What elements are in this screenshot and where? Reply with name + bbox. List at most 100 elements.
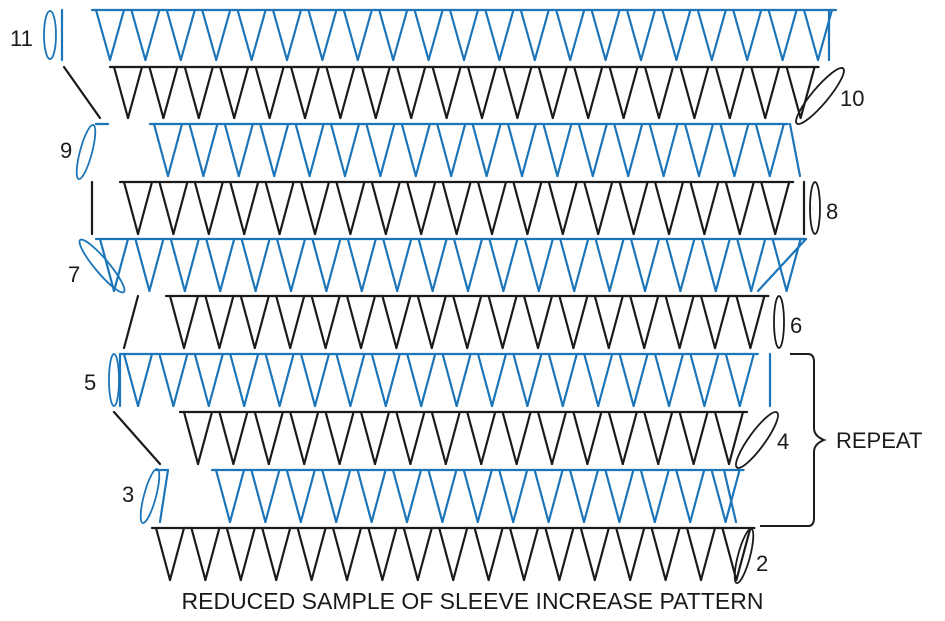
row-3-v7-r	[476, 468, 493, 524]
row-8-v1-r	[172, 180, 189, 236]
row-6-v3-r	[289, 294, 306, 350]
row-5-chain	[108, 353, 120, 407]
row-6-v0-l	[168, 294, 186, 350]
row-4-v10-l	[536, 410, 554, 466]
row-4-v12-r	[621, 410, 638, 466]
row-6-v15-l	[699, 294, 717, 350]
row-9-v1-r	[202, 122, 219, 178]
row-4-v3-r	[303, 410, 320, 466]
row-5-v7-l	[370, 352, 387, 408]
row-5-v1-r	[172, 352, 189, 408]
row-8-v9-l	[441, 180, 458, 236]
row-4-v5-r	[373, 410, 391, 466]
row-5-v4-l	[264, 352, 281, 408]
row-8-v5-r	[313, 180, 331, 236]
row-7-v14-l	[594, 237, 611, 293]
row-7-v4-r	[254, 237, 271, 293]
row-3-v11-r	[618, 468, 635, 524]
row-7-v11-r	[502, 237, 519, 293]
row-9-edge-right	[788, 122, 802, 178]
row-2-v3-l	[261, 526, 278, 582]
row-2-v2-r	[239, 526, 256, 582]
row-2-v10-r	[522, 526, 540, 582]
row-3-v0-r	[228, 468, 246, 524]
row-5-v12-l	[547, 352, 564, 408]
row-11-v16-l	[661, 8, 678, 62]
row-9-v12-r	[591, 122, 608, 178]
row-7-v9-l	[417, 237, 434, 293]
row-2-v1-l	[190, 526, 207, 582]
row-4-v1-r	[232, 410, 249, 466]
row-8-v3-r	[243, 180, 260, 236]
row-8-v7-r	[384, 180, 401, 236]
row-8-v15-l	[653, 180, 671, 236]
row-11-v4-r	[250, 8, 267, 62]
row-5-v7-r	[384, 352, 401, 408]
row-2-v13-l	[615, 526, 632, 582]
row-6-v14-l	[664, 294, 681, 350]
row-10-v0-r	[126, 65, 144, 120]
row-7-v13-r	[573, 237, 590, 293]
row-3-v9-r	[547, 468, 564, 524]
row-11-v12-r	[533, 8, 550, 62]
row-2-v0-r	[168, 526, 186, 582]
row-9-v4-l	[294, 122, 311, 178]
row-3-v3-r	[335, 468, 352, 524]
row-7-v19-l	[771, 237, 788, 293]
row-3-v7-l	[462, 468, 479, 524]
row-6-v6-l	[381, 294, 398, 350]
row-9-v15-r	[697, 122, 715, 178]
row-7-v5-r	[289, 237, 307, 293]
row-10-v9-l	[431, 65, 448, 120]
row-5-v4-r	[278, 352, 295, 408]
row-3-v10-l	[568, 468, 586, 524]
row-8-v4-r	[278, 180, 295, 236]
row-3-v12-l	[639, 468, 656, 524]
row-2-v5-r	[345, 526, 363, 582]
row-4-v9-r	[515, 410, 532, 466]
row-6-v4-l	[310, 294, 327, 350]
row-6-v12-r	[607, 294, 624, 350]
row-11-v10-l	[448, 8, 466, 62]
row-11-v15-l	[625, 8, 643, 62]
row-8-v12-l	[547, 180, 564, 236]
row-7-v16-r	[679, 237, 696, 293]
row-3-v1-l	[250, 468, 267, 524]
row-10-v11-r	[516, 65, 533, 120]
row-3-v13-l	[675, 468, 692, 524]
row-label-7: 7	[68, 262, 80, 287]
row-4-v0-l	[182, 410, 200, 466]
row-7-v7-r	[360, 237, 377, 293]
row-7-v8-r	[396, 237, 413, 293]
row-2-v9-l	[473, 526, 490, 582]
row-5-v13-l	[583, 352, 600, 408]
row-6-edge-left	[122, 294, 140, 350]
stitch-rows	[43, 8, 845, 584]
row-8-v11-l	[512, 180, 529, 236]
repeat-label: REPEAT	[836, 428, 922, 453]
row-10-v6-l	[325, 65, 342, 120]
row-9-v10-r	[520, 122, 538, 178]
row-8-v4-l	[264, 180, 281, 236]
row-5-v16-r	[703, 352, 720, 408]
row-3-v2-r	[299, 468, 316, 524]
row-10-chain	[795, 67, 845, 125]
row-4-v6-r	[409, 410, 426, 466]
row-2-v9-r	[487, 526, 504, 582]
row-2-v2-l	[225, 526, 242, 582]
row-label-6: 6	[790, 313, 802, 338]
row-2-v8-r	[452, 526, 469, 582]
row-3-v4-l	[356, 468, 373, 524]
row-9-v11-l	[542, 122, 559, 178]
row-2-v11-l	[544, 526, 561, 582]
row-10-v10-r	[480, 65, 498, 120]
row-2-v12-r	[593, 526, 610, 582]
row-7-v8-l	[382, 237, 399, 293]
row-4-v15-r	[727, 410, 745, 466]
row-7-chain	[78, 238, 126, 294]
row-7-v3-l	[205, 237, 222, 293]
row-9-v15-l	[683, 122, 701, 178]
row-4-v0-r	[196, 410, 214, 466]
row-11-v9-r	[427, 8, 444, 62]
row-2-chain	[733, 528, 755, 584]
